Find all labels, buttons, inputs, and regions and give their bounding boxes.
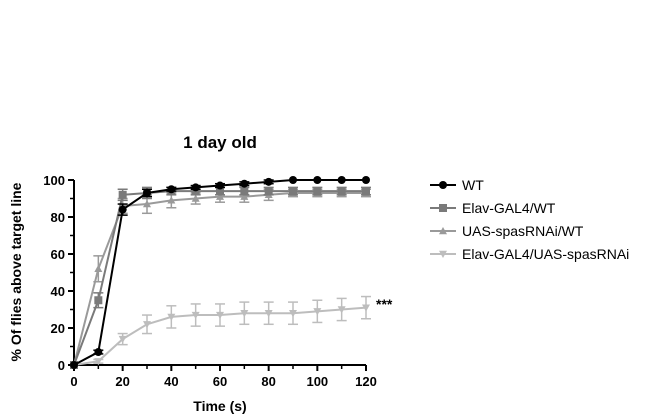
legend-marker [439, 204, 447, 212]
x-tick-label: 80 [261, 374, 275, 389]
data-point [240, 187, 249, 196]
x-tick-label: 0 [70, 374, 77, 389]
y-tick-label: 20 [51, 321, 65, 336]
legend-marker [439, 227, 447, 235]
data-point [70, 361, 78, 369]
legend-label: UAS-spasRNAi/WT [462, 223, 584, 239]
x-tick-label: 60 [213, 374, 227, 389]
legend-marker [439, 181, 447, 189]
series-line [73, 190, 366, 366]
legend-item-elav-gal4-wt: Elav-GAL4/WT [430, 200, 556, 216]
legend-label: WT [462, 177, 484, 193]
legend-label: Elav-GAL4/WT [462, 200, 556, 216]
data-point [94, 348, 103, 357]
data-point [289, 310, 297, 318]
data-point [240, 192, 249, 200]
data-point [264, 177, 273, 186]
series-wt [70, 176, 370, 369]
data-point [362, 304, 370, 312]
data-point [94, 358, 103, 366]
data-point [143, 188, 151, 197]
x-tick-label: 100 [306, 374, 328, 389]
x-tick-label: 120 [355, 374, 377, 389]
data-point [313, 176, 322, 184]
data-point [337, 306, 346, 314]
data-point [240, 179, 249, 188]
data-point [167, 313, 176, 321]
chart-title: 1 day old [183, 133, 257, 152]
y-tick-label: 60 [51, 247, 65, 262]
legend: WT Elav-GAL4/WT UAS-spasRNAi/WT Elav-GAL4/U… [430, 177, 629, 262]
legend-label: Elav-GAL4/UAS-spasRNAi [462, 246, 629, 262]
x-ticks: 0 20 40 60 80 100 120 [70, 365, 377, 389]
data-point [313, 187, 322, 196]
series-layer [70, 176, 371, 369]
y-tick-label: 80 [51, 210, 65, 225]
series-elav-gal4-uas-spasrnai [70, 295, 371, 369]
significance-annotation: *** [376, 296, 393, 312]
legend-marker [439, 250, 447, 258]
data-point [167, 185, 176, 194]
data-point [362, 187, 370, 196]
data-point [216, 187, 224, 196]
y-axis-title: % Of flies above target line [8, 182, 24, 361]
series-line [73, 179, 366, 366]
data-point [118, 190, 127, 199]
data-point [289, 176, 297, 184]
data-point [118, 335, 127, 344]
data-point [191, 183, 200, 192]
legend-item-elav-gal4-uas-spasrnai: Elav-GAL4/UAS-spasRNAi [430, 246, 629, 262]
data-point [191, 311, 200, 320]
legend-item-uas-spasrnai-wt: UAS-spasRNAi/WT [430, 223, 584, 239]
data-point [362, 176, 370, 184]
series-uas-spasrnai-wt [70, 188, 371, 369]
data-point [191, 194, 200, 202]
data-point [240, 310, 249, 318]
data-point [264, 310, 273, 318]
x-tick-label: 40 [164, 374, 178, 389]
data-point [167, 196, 176, 204]
data-point [94, 264, 103, 272]
x-tick-label: 20 [115, 374, 129, 389]
data-point [216, 192, 224, 200]
data-point [143, 200, 151, 208]
y-tick-label: 100 [43, 173, 65, 188]
series-elav-gal4-wt [70, 186, 371, 369]
data-point [94, 296, 103, 305]
data-point [264, 187, 273, 196]
data-point [337, 187, 346, 196]
data-point [337, 176, 346, 184]
y-tick-label: 0 [58, 358, 65, 373]
data-point [118, 205, 127, 214]
y-tick-label: 40 [51, 284, 65, 299]
data-point [216, 181, 224, 190]
data-point [313, 308, 322, 316]
legend-item-wt: WT [430, 177, 484, 193]
x-axis-title: Time (s) [193, 398, 246, 414]
y-ticks: 0 20 40 60 80 100 [43, 173, 74, 373]
data-point [143, 321, 151, 329]
plot-area: 0 20 40 60 80 100 120 0 20 40 60 80 100 [43, 173, 377, 389]
data-point [216, 311, 224, 320]
data-point [289, 187, 297, 196]
